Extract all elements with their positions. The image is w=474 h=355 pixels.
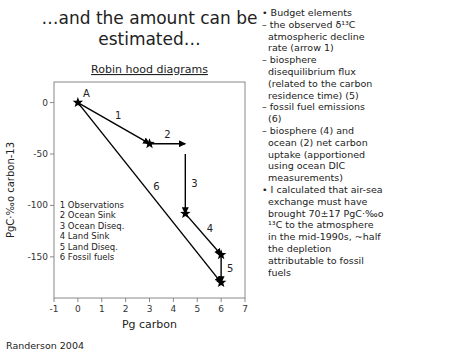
arrow-label: 4 <box>207 223 213 234</box>
key-line: 3 Ocean Diseq. <box>60 221 125 231</box>
x-tick-label: 5 <box>194 304 200 314</box>
arrow <box>78 103 150 144</box>
note-line: fuels <box>262 267 291 278</box>
x-tick <box>245 298 246 302</box>
star-point <box>216 277 226 287</box>
note-line: measurements) <box>262 172 343 183</box>
x-tick <box>221 298 222 302</box>
note-line: residence time) (5) <box>262 90 359 101</box>
chart: …and the amount can beestimated… Robin ho… <box>0 0 474 355</box>
x-tick-label: 1 <box>99 304 105 314</box>
x-tick-label: 0 <box>75 304 81 314</box>
note-line: rate (arrow 1) <box>262 42 334 53</box>
x-tick <box>77 298 78 302</box>
note-line: using ocean DIC <box>262 160 346 171</box>
x-tick-label: 3 <box>147 304 153 314</box>
x-tick <box>101 298 102 302</box>
note-line: exchange must have <box>262 196 368 207</box>
x-axis-label: Pg carbon <box>122 318 177 331</box>
y-axis-label: PgC·‰o carbon-13 <box>5 142 16 238</box>
arrow <box>150 143 186 144</box>
key-line: 6 Fossil fuels <box>60 252 115 262</box>
note-line: – the observed δ¹³C <box>262 19 356 30</box>
x-tick-label: 4 <box>171 304 177 314</box>
y-tick-label: -100 <box>28 200 49 210</box>
star-point <box>180 208 190 218</box>
y-tick <box>50 102 54 103</box>
x-tick <box>54 298 55 302</box>
y-tick <box>50 205 54 206</box>
y-tick-label: -50 <box>33 149 48 159</box>
note-line: atmospheric decline <box>262 31 365 42</box>
y-tick-label: -150 <box>28 252 49 262</box>
title-line: estimated… <box>98 29 201 49</box>
plot-frame <box>54 82 245 298</box>
note-line: – fossil fuel emissions <box>262 101 365 112</box>
point-label: A <box>83 88 90 99</box>
note-line: • Budget elements <box>262 7 352 18</box>
note-line: the depletion <box>262 243 331 254</box>
note-line: • I calculated that air-sea <box>262 184 383 195</box>
star-point <box>73 97 83 107</box>
x-tick <box>173 298 174 302</box>
title: …and the amount can beestimated… <box>42 8 258 49</box>
x-tick <box>125 298 126 302</box>
x-tick-label: 7 <box>242 304 248 314</box>
y-tick-label: 0 <box>42 98 48 108</box>
x-tick-label: 6 <box>218 304 224 314</box>
note-line: uptake (apportioned <box>262 149 365 160</box>
subtitle: Robin hood diagrams <box>91 63 208 76</box>
note-line: attributable to fossil <box>262 255 364 266</box>
arrow-label: 2 <box>164 129 170 140</box>
arrow <box>185 214 221 255</box>
arrow-label: 5 <box>227 263 233 274</box>
x-tick-label: 2 <box>123 304 129 314</box>
note-line: – biosphere <box>262 54 317 65</box>
note-line: (related to the carbon <box>262 78 372 89</box>
note-line: brought 70±17 PgC·‰o <box>262 208 384 219</box>
note-line: in the mid-1990s, ~half <box>262 231 381 242</box>
star-point <box>144 138 154 148</box>
arrow-label: 3 <box>191 178 197 189</box>
title-line: …and the amount can be <box>42 8 258 28</box>
key-line: 2 Ocean Sink <box>60 210 116 220</box>
footer: Randerson 2004 <box>6 340 84 351</box>
star-point <box>216 249 226 259</box>
x-tick <box>197 298 198 302</box>
key-line: 4 Land Sink <box>60 231 110 241</box>
note-line: (6) <box>262 113 282 124</box>
note-line: ¹³C to the atmosphere <box>262 219 374 230</box>
note-line: – biosphere (4) and <box>262 125 354 136</box>
arrow-label: 1 <box>115 110 121 121</box>
y-tick <box>50 154 54 155</box>
x-tick-label: -1 <box>50 304 59 314</box>
y-tick <box>50 256 54 257</box>
key-line: 5 Land Diseq. <box>60 242 118 252</box>
note-line: disequilibrium flux <box>262 66 356 77</box>
arrow-label: 6 <box>153 181 159 192</box>
arrow <box>185 154 186 214</box>
x-tick <box>149 298 150 302</box>
key-line: 1 Observations <box>60 200 125 210</box>
note-line: ocean (2) net carbon <box>262 137 368 148</box>
